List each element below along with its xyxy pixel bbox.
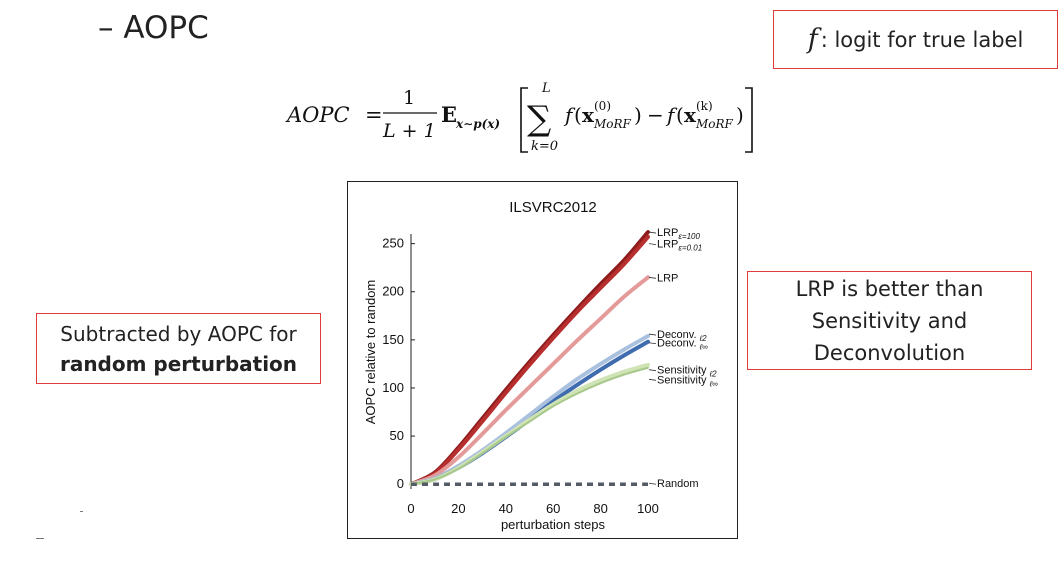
- formula-sum-sign: ∑: [527, 99, 551, 139]
- formula-term1-open: (: [574, 103, 582, 127]
- formula-term2-subscript: MoRF: [695, 117, 734, 131]
- formula-term1-x: x: [582, 103, 595, 127]
- f-definition-box: f : logit for true label: [773, 10, 1058, 69]
- formula-denominator: L + 1: [382, 120, 436, 142]
- series-label-5: Sensitivity ℓ2: [657, 365, 717, 379]
- formula-numerator: 1: [403, 87, 415, 109]
- chart-x-axis-label: perturbation steps: [501, 517, 606, 532]
- f-symbol: f: [807, 24, 818, 55]
- series-label-2: LRP: [657, 272, 678, 284]
- formula-sum-upper: L: [541, 81, 551, 96]
- lrp-conclusion-note: LRP is better than Sensitivity and Decon…: [747, 271, 1032, 370]
- x-tick-label: 80: [593, 501, 607, 516]
- series-label-leader: [648, 333, 657, 336]
- x-tick-label: 60: [546, 501, 560, 516]
- y-tick-label: 50: [390, 428, 404, 443]
- series-line-2: [409, 275, 650, 487]
- aopc-chart-canvas: ILSVRC2012 AOPC relative to random pertu…: [363, 199, 718, 532]
- section-heading: – AOPC: [98, 10, 209, 46]
- formula-term2-x: x: [684, 103, 697, 127]
- formula-right-bracket: [745, 87, 753, 153]
- formula-term1-subscript: MoRF: [593, 117, 632, 131]
- formula-term1-close: ): [634, 103, 642, 127]
- formula-lhs: AOPC: [285, 103, 350, 127]
- formula-minus: −: [647, 103, 664, 127]
- series-label-leader: [648, 243, 657, 246]
- series-label-leader: [648, 482, 657, 485]
- series-label-leader: [648, 342, 657, 345]
- lrp-note-line3: Deconvolution: [813, 340, 966, 365]
- series-label-6: Sensitivity ℓ∞: [657, 374, 718, 388]
- series-label-0: LRPε=100: [657, 227, 700, 241]
- random-perturbation-note: Subtracted by AOPC for random perturbati…: [36, 313, 321, 384]
- chart-title: ILSVRC2012: [509, 199, 597, 216]
- formula-expectation-subscript: x∼p(x): [455, 117, 500, 131]
- series-label-7: Random: [657, 478, 699, 490]
- series-label-4: Deconv. ℓ∞: [657, 338, 708, 352]
- x-tick-label: 0: [407, 501, 414, 516]
- formula-term1-superscript: (0): [594, 99, 611, 113]
- y-tick-label: 0: [397, 476, 404, 491]
- random-note-line1: Subtracted by AOPC for: [60, 321, 297, 346]
- x-tick-label: 20: [451, 501, 465, 516]
- y-tick-label: 150: [382, 332, 404, 347]
- series-label-leader: [648, 276, 657, 279]
- formula-term2-superscript: (k): [696, 99, 713, 113]
- formula-term2-close: ): [736, 103, 744, 127]
- series-line-1: [409, 234, 650, 487]
- footer-mark: [80, 511, 83, 512]
- formula-left-bracket: [520, 87, 528, 153]
- formula-expectation: E: [441, 102, 457, 127]
- series-line-6: [410, 366, 649, 486]
- series-label-leader: [648, 369, 657, 372]
- series-label-3: Deconv. ℓ2: [657, 329, 707, 343]
- random-note-line2: random perturbation: [59, 351, 298, 376]
- lrp-note-line1: LRP is better than: [795, 276, 984, 301]
- y-tick-label: 200: [382, 284, 404, 299]
- x-tick-label: 40: [499, 501, 513, 516]
- formula-term2-open: (: [676, 103, 684, 127]
- formula-equals: =: [365, 103, 383, 127]
- series-label-1: LRPε=0.01: [657, 239, 702, 253]
- series-label-leader: [648, 378, 657, 381]
- lrp-note-line2: Sensitivity and: [811, 308, 968, 333]
- x-tick-label: 100: [637, 501, 659, 516]
- f-definition-text: : logit for true label: [820, 27, 1024, 52]
- aopc-chart: ILSVRC2012 AOPC relative to random pertu…: [347, 181, 738, 539]
- y-tick-label: 100: [382, 380, 404, 395]
- chart-y-axis-label: AOPC relative to random: [363, 280, 378, 425]
- y-tick-label: 250: [382, 236, 404, 251]
- formula-sum-lower: k=0: [531, 139, 558, 154]
- footer-mark: [36, 538, 44, 539]
- aopc-formula: AOPC = 1 L + 1 E x∼p(x) L ∑ k=0 f ( x (0…: [285, 81, 753, 154]
- series-label-leader: [648, 231, 657, 234]
